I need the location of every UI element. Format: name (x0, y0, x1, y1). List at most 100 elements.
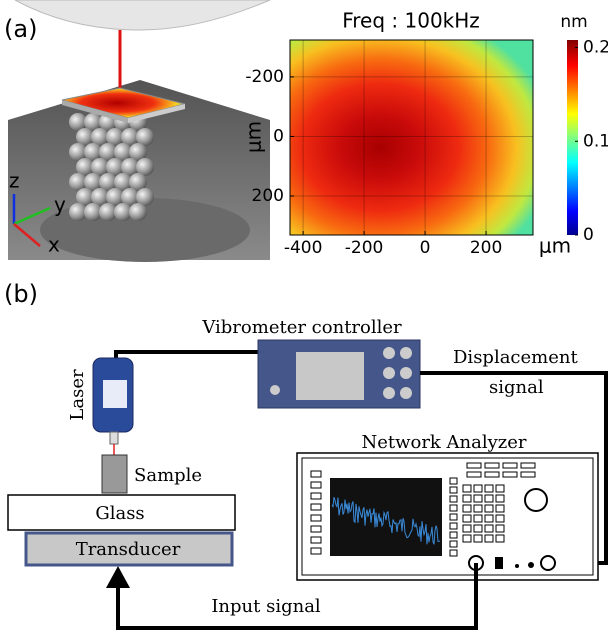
colorbar-unit: nm (560, 12, 587, 32)
controller-label: Vibrometer controller (201, 317, 402, 338)
button (484, 524, 494, 533)
button (462, 534, 472, 543)
sphere (136, 188, 154, 206)
button (484, 494, 494, 503)
button (466, 471, 482, 478)
button (466, 462, 482, 469)
button (495, 514, 505, 523)
analyzer-frame (301, 457, 594, 576)
button (484, 514, 494, 523)
button (449, 531, 458, 539)
sample-label: Sample (134, 465, 202, 486)
button (495, 557, 503, 569)
background (8, 28, 270, 120)
y-tick-label: 0 (273, 126, 284, 146)
button (495, 484, 505, 493)
sphere (136, 158, 154, 176)
button (473, 484, 483, 493)
y-unit: μm (242, 121, 266, 153)
knob (400, 387, 412, 399)
sphere (129, 173, 147, 191)
sphere (129, 203, 147, 221)
button (449, 540, 458, 548)
button (310, 470, 322, 478)
knob (540, 555, 556, 571)
button (310, 536, 322, 544)
button (462, 514, 472, 523)
controller-screen (296, 352, 364, 400)
button (495, 494, 505, 503)
button (484, 462, 500, 469)
heatmap-field (290, 40, 533, 235)
knob (400, 347, 412, 359)
button (449, 477, 458, 485)
button (520, 471, 536, 478)
sphere (76, 158, 94, 176)
button (310, 503, 322, 511)
knob (383, 347, 395, 359)
displacement-label: signal (489, 377, 544, 398)
y-tick-label: -200 (245, 67, 284, 87)
cable (116, 563, 478, 630)
button (310, 514, 322, 522)
button (495, 524, 505, 533)
sphere (69, 173, 87, 191)
button (484, 484, 494, 493)
glass-label: Glass (95, 503, 144, 524)
sphere (106, 158, 124, 176)
transducer (24, 531, 234, 567)
button (473, 494, 483, 503)
plate-edge (128, 104, 185, 123)
colorbar-tick-label: 0.2 (583, 38, 608, 58)
x-tick-label: 200 (470, 238, 502, 258)
dial (524, 488, 548, 512)
button (473, 504, 483, 513)
sphere (91, 158, 109, 176)
sphere (84, 143, 102, 161)
sphere (76, 188, 94, 206)
setup-diagram: Vibrometer controller Displacement signa… (7, 317, 608, 630)
sphere (99, 203, 117, 221)
button (462, 484, 472, 493)
button (502, 462, 518, 469)
analyzer-label: Network Analyzer (361, 432, 526, 453)
trace (331, 496, 441, 545)
button (449, 495, 458, 503)
x-unit: μm (539, 234, 571, 258)
sphere (69, 113, 87, 131)
glass (7, 494, 236, 531)
colorbar-tick-label: 0.1 (583, 131, 608, 151)
button (310, 547, 322, 555)
axis-label: z (9, 169, 20, 193)
sphere (114, 143, 132, 161)
button (528, 562, 534, 568)
x-tick-label: -200 (345, 238, 384, 258)
laser-tip (109, 431, 119, 445)
axis-label: y (54, 193, 66, 217)
button (484, 471, 500, 478)
button (484, 504, 494, 513)
knob (383, 367, 395, 379)
sphere (84, 113, 102, 131)
plate-edge (62, 100, 128, 123)
axis-label: x (48, 233, 60, 257)
axis-y (13, 206, 51, 226)
sphere (114, 203, 132, 221)
sphere (136, 128, 154, 146)
transducer-label: Transducer (76, 539, 181, 560)
button (462, 494, 472, 503)
button (515, 564, 519, 568)
x-tick-label: -400 (284, 238, 323, 258)
sphere (106, 128, 124, 146)
heatmap: Freq : 100kHz μm μm nm -400 -200 0 200 -200 0… (242, 9, 608, 259)
button (310, 492, 322, 500)
heatmap-title: Freq : 100kHz (342, 9, 480, 33)
knob (400, 367, 412, 379)
sphere (69, 143, 87, 161)
sphere (129, 143, 147, 161)
sphere (76, 128, 94, 146)
button (473, 514, 483, 523)
sphere (99, 143, 117, 161)
button (449, 522, 458, 530)
